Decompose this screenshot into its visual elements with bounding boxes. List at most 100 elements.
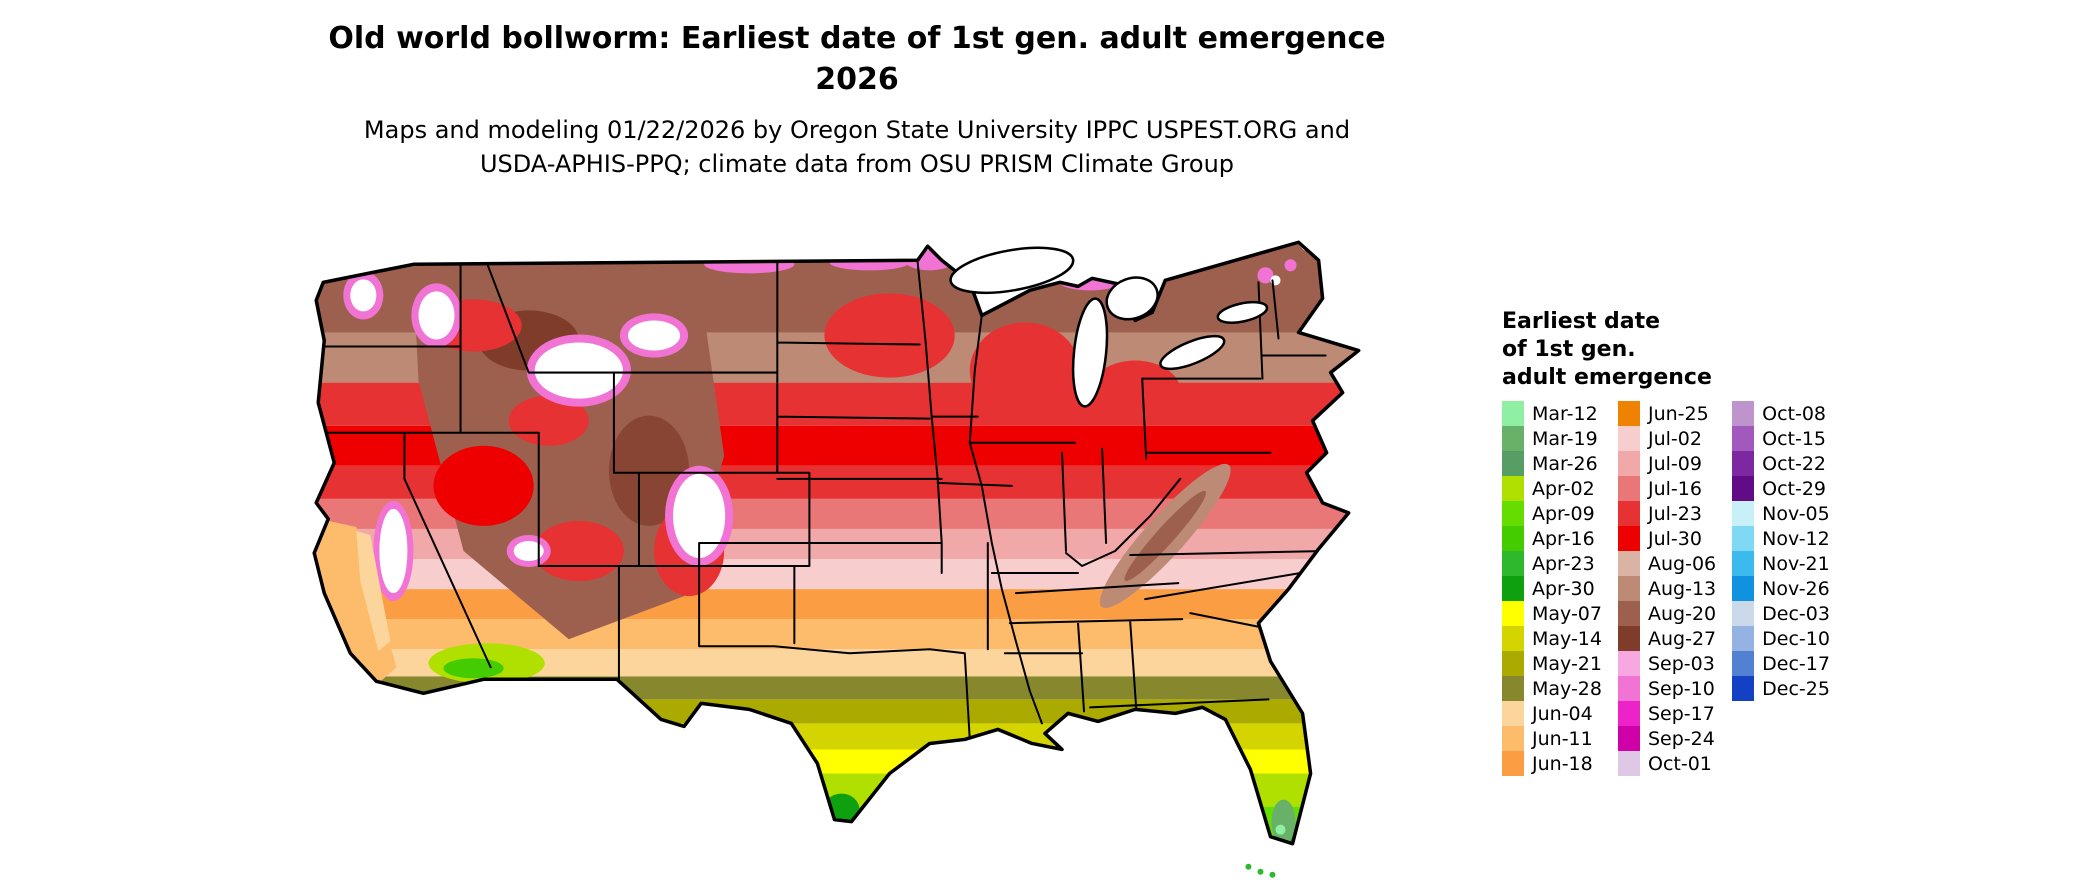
legend-label: Sep-17 bbox=[1647, 702, 1715, 725]
legend-label: Oct-15 bbox=[1762, 427, 1827, 450]
legend-label: Apr-30 bbox=[1532, 577, 1595, 600]
florida-keys-dot-1 bbox=[1245, 863, 1252, 870]
legend-row: Jul-02 bbox=[1617, 426, 1716, 451]
legend-swatch bbox=[1502, 551, 1524, 576]
legend-swatch bbox=[1502, 401, 1524, 426]
legend-row: Nov-21 bbox=[1732, 551, 1830, 576]
legend-label: Apr-23 bbox=[1532, 552, 1595, 575]
legend-swatch bbox=[1617, 701, 1640, 726]
legend-swatch bbox=[1502, 501, 1524, 526]
appalachian-ridge-core bbox=[1124, 490, 1207, 582]
lake-erie bbox=[1159, 334, 1226, 371]
legend-label: Mar-26 bbox=[1532, 452, 1598, 475]
legend-label: Jul-02 bbox=[1647, 427, 1702, 450]
legend-swatch bbox=[1732, 401, 1755, 426]
legend-swatch bbox=[1617, 576, 1640, 601]
legend-swatch bbox=[1502, 726, 1524, 751]
page-subtitle: Maps and modeling 01/22/2026 by Oregon S… bbox=[127, 113, 1587, 181]
legend-swatch bbox=[1502, 576, 1524, 601]
legend-swatch bbox=[1617, 501, 1640, 526]
legend-swatch bbox=[1732, 551, 1755, 576]
yellowstone-snow bbox=[534, 342, 623, 399]
legend-swatch bbox=[1732, 626, 1755, 651]
legend-label: Jun-04 bbox=[1532, 702, 1593, 725]
legend-swatch bbox=[1502, 451, 1524, 476]
legend-label: Jun-25 bbox=[1647, 402, 1709, 425]
legend-label: Nov-26 bbox=[1762, 577, 1830, 600]
legend-title-line-3: adult emergence bbox=[1502, 365, 1712, 390]
legend-label: Mar-19 bbox=[1532, 427, 1598, 450]
legend-row: Jun-18 bbox=[1502, 751, 1602, 776]
legend-swatch bbox=[1502, 701, 1524, 726]
legend-label: Dec-03 bbox=[1762, 602, 1830, 625]
central-valley-tan bbox=[356, 530, 391, 652]
legend-column-3: Oct-08 Oct-15 Oct-22 Oct-29 Nov-05 Nov-12 Nov-… bbox=[1732, 401, 1830, 701]
legend-row: Apr-30 bbox=[1502, 576, 1602, 601]
legend-label: Sep-10 bbox=[1647, 677, 1715, 700]
legend-label: Aug-20 bbox=[1647, 602, 1717, 625]
legend-row: Sep-17 bbox=[1617, 701, 1716, 726]
legend-row: Jul-30 bbox=[1617, 526, 1716, 551]
legend-label: Nov-21 bbox=[1762, 552, 1830, 575]
legend-label: Aug-06 bbox=[1647, 552, 1717, 575]
legend-swatch bbox=[1732, 601, 1755, 626]
everglades-mint bbox=[1275, 824, 1286, 835]
legend-row: Jul-23 bbox=[1617, 501, 1716, 526]
legend-row: Aug-27 bbox=[1617, 626, 1717, 651]
wisconsin-michigan-red bbox=[969, 322, 1081, 419]
map-band bbox=[314, 723, 1359, 750]
map-band bbox=[314, 589, 1359, 620]
nevada-red bbox=[433, 445, 534, 526]
legend-row: Jun-04 bbox=[1502, 701, 1602, 726]
legend-row: Oct-22 bbox=[1732, 451, 1830, 476]
map-band bbox=[314, 749, 1359, 774]
regional-overlays bbox=[316, 244, 1319, 844]
legend-swatch bbox=[1617, 451, 1640, 476]
legend-row: Aug-06 bbox=[1617, 551, 1717, 576]
legend-swatch bbox=[1617, 551, 1640, 576]
legend-label: Sep-24 bbox=[1647, 727, 1715, 750]
legend-row: Dec-10 bbox=[1732, 626, 1830, 651]
map-band bbox=[314, 836, 1359, 844]
legend-label: Oct-29 bbox=[1762, 477, 1827, 500]
olympics-snow bbox=[350, 279, 377, 312]
legend-title: Earliest date of 1st gen. adult emergenc… bbox=[1502, 308, 1830, 392]
legend-label: Sep-03 bbox=[1647, 652, 1715, 675]
legend-label: Oct-01 bbox=[1647, 752, 1712, 775]
legend-row: Dec-25 bbox=[1732, 676, 1830, 701]
legend-label: May-07 bbox=[1532, 602, 1602, 625]
legend-row: Jun-11 bbox=[1502, 726, 1602, 751]
legend-row: Apr-23 bbox=[1502, 551, 1602, 576]
state-borders bbox=[317, 261, 1328, 741]
page-title: Old world bollworm: Earliest date of 1st… bbox=[328, 21, 1386, 56]
legend-label: Dec-10 bbox=[1762, 627, 1830, 650]
legend-label: Apr-16 bbox=[1532, 527, 1595, 550]
legend-swatch bbox=[1732, 526, 1755, 551]
legend-swatch bbox=[1502, 651, 1524, 676]
legend-row: Nov-05 bbox=[1732, 501, 1830, 526]
lake-michigan bbox=[1071, 297, 1109, 408]
legend-swatch bbox=[1617, 426, 1640, 451]
legend-swatch bbox=[1732, 651, 1755, 676]
legend-row: May-07 bbox=[1502, 601, 1602, 626]
florida-keys-dot-3 bbox=[1269, 871, 1276, 878]
lake-huron bbox=[1105, 276, 1159, 321]
map-band bbox=[314, 382, 1359, 426]
legend-row: Jun-25 bbox=[1617, 401, 1716, 426]
legend-columns: Mar-12 Mar-19 Mar-26 Apr-02 Apr-09 Apr-16 Apr-… bbox=[1502, 401, 1830, 776]
legend-swatch bbox=[1617, 651, 1640, 676]
legend-swatch bbox=[1502, 426, 1524, 451]
legend-label: Aug-27 bbox=[1647, 627, 1717, 650]
legend-label: Jul-23 bbox=[1647, 502, 1702, 525]
legend-row: Mar-19 bbox=[1502, 426, 1602, 451]
legend-title-line-1: Earliest date bbox=[1502, 309, 1661, 334]
legend-row: Nov-26 bbox=[1732, 576, 1830, 601]
legend-swatch bbox=[1732, 501, 1755, 526]
map-raster bbox=[314, 244, 1359, 844]
legend-label: Apr-02 bbox=[1532, 477, 1595, 500]
rockies-highland-region bbox=[413, 280, 725, 640]
legend-row: May-14 bbox=[1502, 626, 1602, 651]
legend-label: Oct-08 bbox=[1762, 402, 1827, 425]
legend-swatch bbox=[1502, 526, 1524, 551]
legend-row: Aug-13 bbox=[1617, 576, 1716, 601]
